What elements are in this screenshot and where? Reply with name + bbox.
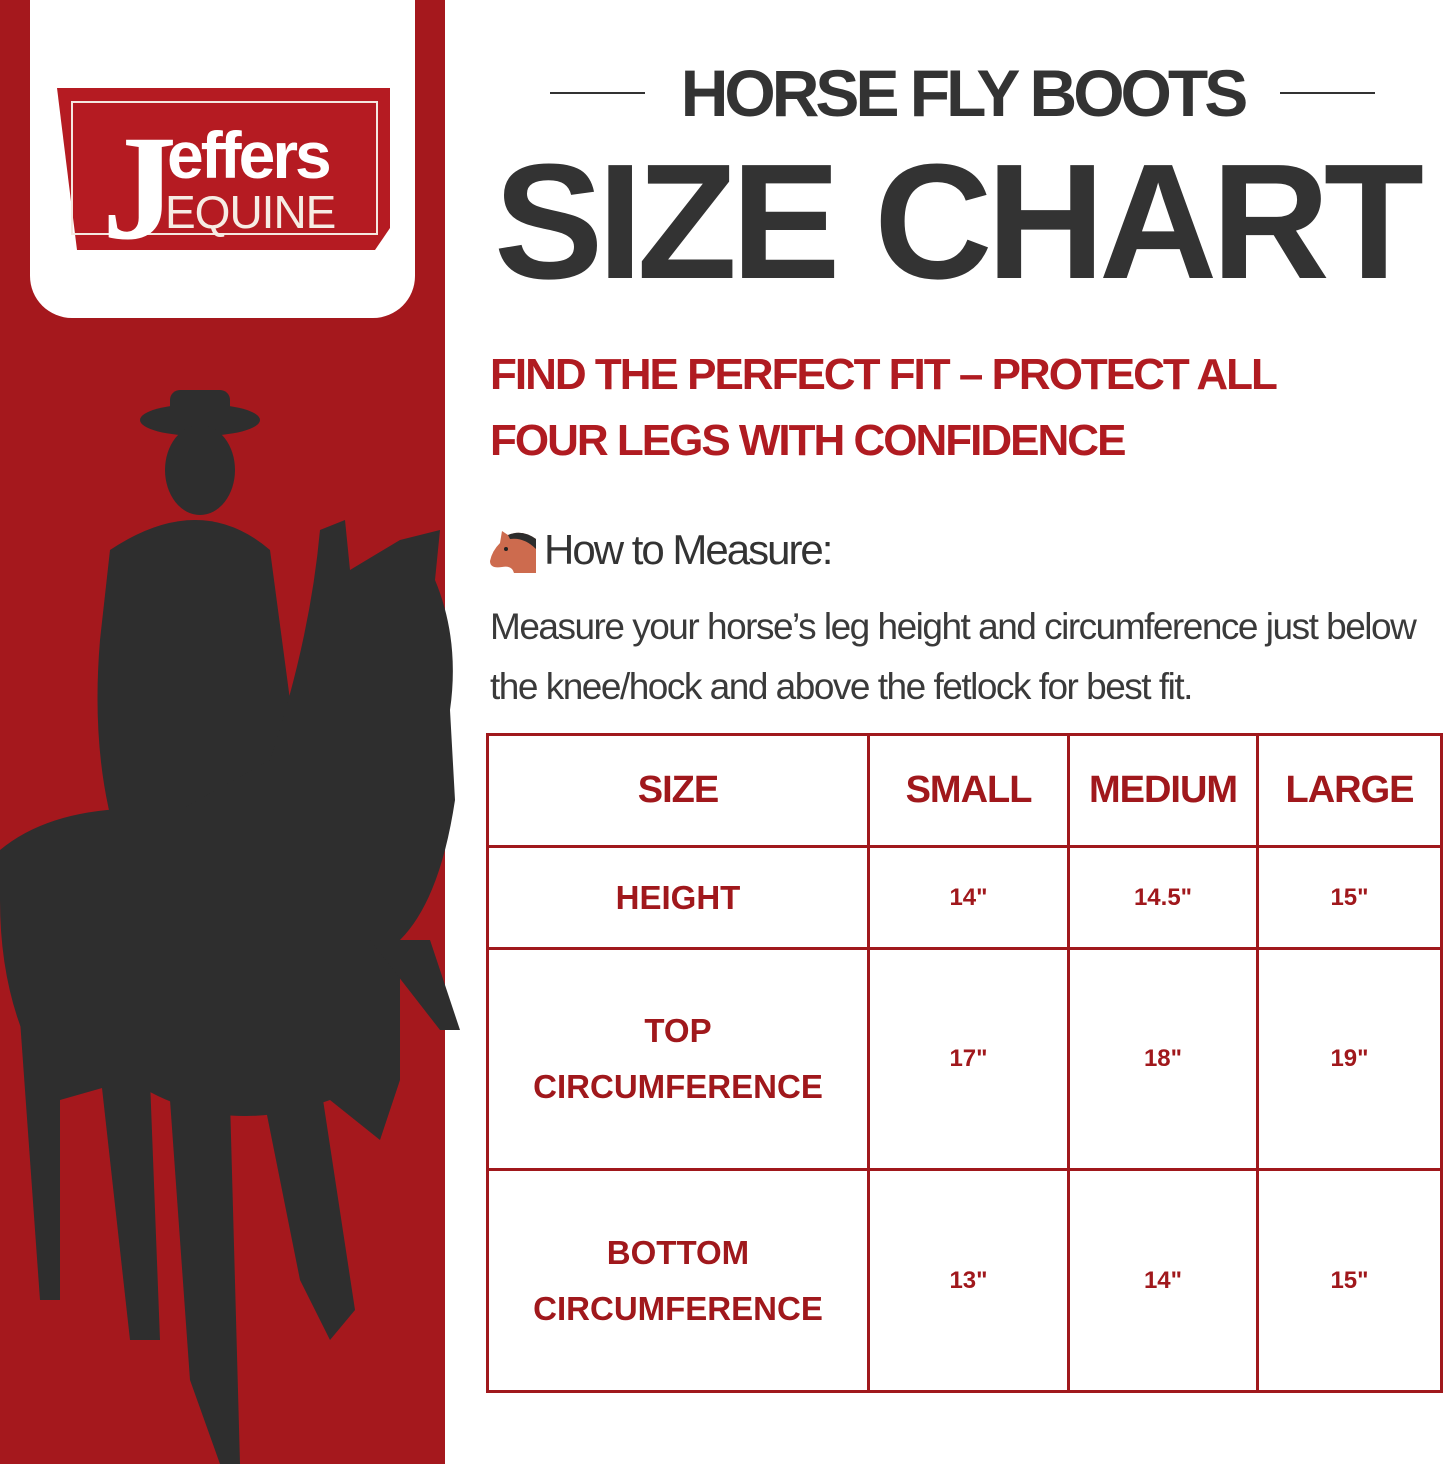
- row-label-text: CIRCUMFERENCE: [533, 1289, 823, 1327]
- divider-line: [549, 91, 645, 94]
- divider-line: [1280, 91, 1376, 94]
- cell-value: 14.5": [1067, 845, 1259, 950]
- how-to-measure-label: How to Measure:: [544, 526, 833, 573]
- header-medium: MEDIUM: [1067, 733, 1259, 848]
- header-small: SMALL: [867, 733, 1070, 848]
- cell-value: 17": [867, 947, 1070, 1171]
- product-name: HORSE FLY BOOTS: [680, 55, 1248, 130]
- title-row: HORSE FLY BOOTS: [490, 55, 1435, 130]
- table-row: BOTTOM CIRCUMFERENCE 13" 14" 15": [486, 1168, 1443, 1393]
- row-label-text: BOTTOM: [606, 1233, 750, 1271]
- header-large: LARGE: [1256, 733, 1443, 848]
- row-label-text: CIRCUMFERENCE: [533, 1068, 823, 1105]
- tagline-line-1: FIND THE PERFECT FIT – PROTECT ALL: [490, 350, 1278, 399]
- cell-value: 15": [1256, 1168, 1443, 1393]
- cell-value: 15": [1256, 845, 1443, 950]
- tagline-line-2: FOUR LEGS WITH CONFIDENCE: [490, 416, 1126, 465]
- row-label-text: HEIGHT: [615, 878, 741, 916]
- row-label: TOP CIRCUMFERENCE: [486, 947, 870, 1171]
- horse-face-icon: [490, 531, 536, 573]
- cell-value: 13": [867, 1168, 1070, 1393]
- header-row: SIZE SMALL MEDIUM LARGE: [486, 733, 1443, 848]
- cell-value: 14": [1067, 1168, 1259, 1393]
- table-row: TOP CIRCUMFERENCE 17" 18" 19": [486, 947, 1443, 1171]
- measure-instructions: Measure your horse’s leg height and circ…: [490, 606, 1417, 707]
- header-size: SIZE: [486, 733, 870, 848]
- horse-rider-silhouette: [0, 390, 460, 1464]
- table-row: HEIGHT 14" 14.5" 15": [486, 845, 1443, 950]
- jeffers-equine-logo: J effers EQUINE: [57, 88, 390, 250]
- svg-text:effers: effers: [167, 118, 329, 192]
- cell-value: 19": [1256, 947, 1443, 1171]
- size-table: SIZE SMALL MEDIUM LARGE HEIGHT 14" 14.5"…: [486, 733, 1443, 1393]
- svg-text:EQUINE: EQUINE: [165, 186, 335, 238]
- cell-value: 18": [1067, 947, 1259, 1171]
- cell-value: 14": [867, 845, 1070, 950]
- row-label: BOTTOM CIRCUMFERENCE: [486, 1168, 870, 1393]
- row-label: HEIGHT: [486, 845, 870, 950]
- how-to-measure-heading: How to Measure:: [488, 525, 833, 575]
- svg-text:J: J: [102, 105, 177, 250]
- page-title: SIZE CHART: [494, 130, 1424, 313]
- tagline: FIND THE PERFECT FIT – PROTECT ALL FOUR …: [490, 342, 1435, 474]
- row-label-text: TOP: [644, 1012, 712, 1049]
